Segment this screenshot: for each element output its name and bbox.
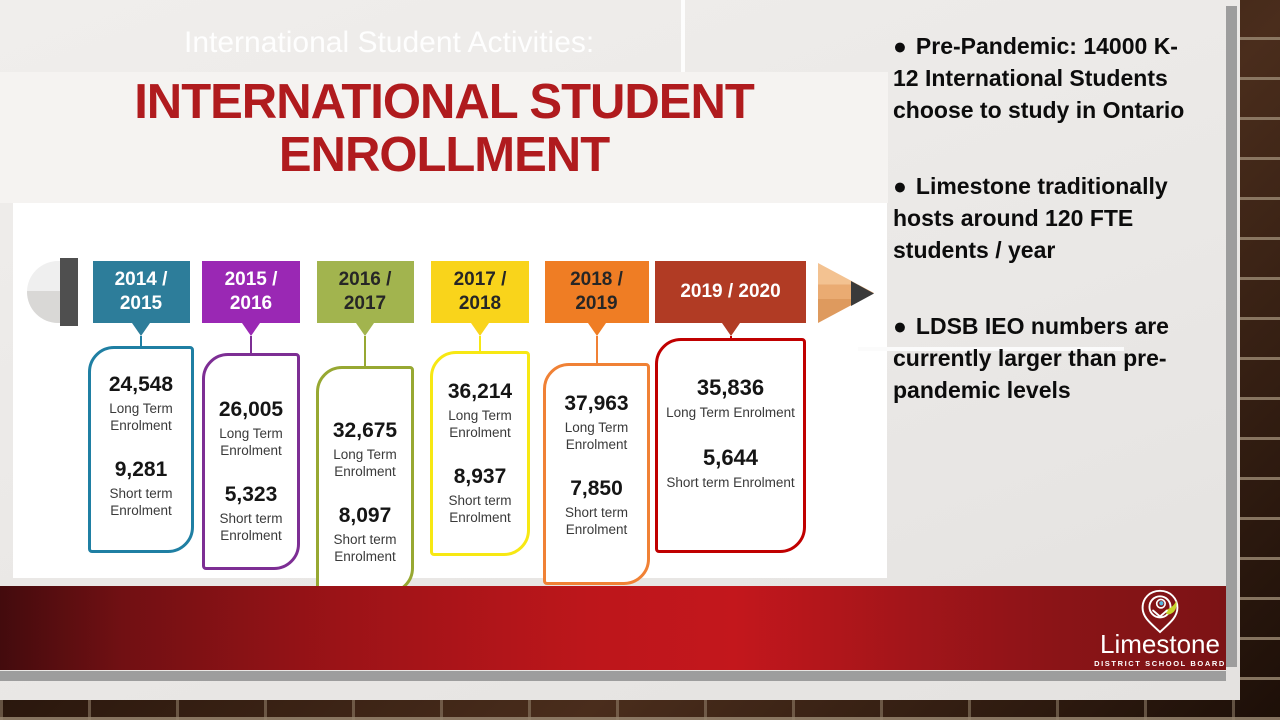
logo-leaf: [1165, 600, 1177, 615]
enrollment-timeline-panel: 2014 / 2015 24,548 Long Term Enrolment 9…: [13, 203, 887, 594]
connector-line: [479, 336, 481, 351]
timeline-column-2019-2020: 2019 / 2020 35,836 Long Term Enrolment 5…: [655, 261, 806, 553]
sidebar-notes: ● Pre-Pandemic: 14000 K-12 International …: [893, 30, 1193, 450]
long-term-label: Long Term Enrolment: [448, 408, 512, 440]
year-label: 2018 / 2019: [570, 269, 623, 314]
note-item: ● Pre-Pandemic: 14000 K-12 International …: [893, 30, 1193, 126]
limestone-pin-icon: [1141, 589, 1179, 634]
long-term-value: 36,214: [447, 380, 513, 403]
logo-dot: [1159, 601, 1164, 606]
long-term-value: 35,836: [696, 375, 765, 400]
enrollment-box: 24,548 Long Term Enrolment 9,281 Short t…: [88, 346, 194, 553]
header-pointer-icon: [132, 323, 150, 336]
slide-shadow-bottom: [0, 671, 1226, 681]
bullet-icon: ●: [893, 313, 907, 339]
short-term-value: 8,937: [453, 465, 507, 488]
timeline-column-2014-2015: 2014 / 2015 24,548 Long Term Enrolment 9…: [88, 261, 194, 553]
enrollment-box: 35,836 Long Term Enrolment 5,644 Short t…: [655, 338, 806, 553]
long-term-value: 26,005: [218, 398, 284, 421]
short-term-value: 5,323: [224, 483, 278, 506]
enrollment-box: 36,214 Long Term Enrolment 8,937 Short t…: [430, 351, 530, 556]
header-pointer-icon: [471, 323, 489, 336]
connector-line: [140, 336, 142, 346]
short-term-label: Short term Enrolment: [666, 475, 795, 490]
title-line-1: INTERNATIONAL STUDENT: [134, 75, 755, 129]
header-pointer-icon: [587, 323, 606, 336]
long-term-label: Long Term Enrolment: [333, 447, 397, 479]
note-text: LDSB IEO numbers are currently larger th…: [893, 313, 1169, 403]
note-text: Pre-Pandemic: 14000 K-12 International S…: [893, 33, 1185, 123]
connector-line: [250, 336, 252, 353]
slide-kicker: International Student Activities:: [184, 26, 595, 59]
long-term-value: 32,675: [332, 419, 398, 442]
header-pointer-icon: [721, 323, 740, 336]
brand-name: Limestone: [1100, 629, 1220, 659]
year-header: 2014 / 2015: [92, 261, 190, 323]
year-label: 2016 / 2017: [338, 269, 392, 314]
note-item: ● Limestone traditionally hosts around 12…: [893, 170, 1193, 266]
timeline-column-2016-2017: 2016 / 2017 32,675 Long Term Enrolment 8…: [316, 261, 414, 594]
page-title: INTERNATIONAL STUDENT ENROLLMENT: [0, 76, 888, 182]
year-header: 2017 / 2018: [431, 261, 529, 323]
short-term-value: 8,097: [338, 504, 392, 527]
year-header: 2015 / 2016: [202, 261, 300, 323]
short-term-label: Short term Enrolment: [564, 505, 629, 537]
short-term-label: Short term Enrolment: [333, 532, 397, 564]
year-header: 2019 / 2020: [655, 261, 806, 323]
long-term-label: Long Term Enrolment: [666, 405, 795, 420]
connector-line: [595, 336, 598, 363]
timeline-column-2017-2018: 2017 / 2018 36,214 Long Term Enrolment 8…: [430, 261, 530, 556]
long-term-value: 24,548: [108, 373, 174, 396]
short-term-label: Short term Enrolment: [109, 486, 173, 518]
timeline-column-2018-2019: 2018 / 2019 37,963 Long Term Enrolment 7…: [543, 261, 650, 585]
enrollment-box: 26,005 Long Term Enrolment 5,323 Short t…: [202, 353, 300, 570]
short-term-value: 5,644: [702, 445, 759, 470]
long-term-label: Long Term Enrolment: [109, 401, 173, 433]
bullet-icon: ●: [893, 173, 907, 199]
year-header: 2016 / 2017: [316, 261, 414, 323]
bullet-icon: ●: [893, 33, 907, 59]
pencil-ferrule-icon: [60, 258, 78, 326]
year-label: 2014 / 2015: [114, 269, 168, 314]
timeline-column-2015-2016: 2015 / 2016 26,005 Long Term Enrolment 5…: [202, 261, 300, 570]
enrollment-box: 32,675 Long Term Enrolment 8,097 Short t…: [316, 366, 414, 594]
connector-line: [364, 336, 366, 366]
long-term-label: Long Term Enrolment: [219, 426, 283, 458]
title-strip: [0, 72, 888, 203]
short-term-value: 9,281: [114, 458, 168, 481]
note-item: ● LDSB IEO numbers are currently larger t…: [893, 310, 1193, 406]
short-term-label: Short term Enrolment: [448, 493, 512, 525]
long-term-label: Long Term Enrolment: [564, 420, 629, 452]
slide-shadow-right: [1226, 6, 1237, 667]
limestone-logo: Limestone DISTRICT SCHOOL BOARD: [1090, 588, 1230, 668]
year-header: 2018 / 2019: [544, 261, 649, 323]
year-label: 2017 / 2018: [453, 269, 507, 314]
year-label: 2015 / 2016: [224, 269, 278, 314]
title-line-2: ENROLLMENT: [278, 128, 610, 182]
note-text: Limestone traditionally hosts around 120…: [893, 173, 1168, 263]
year-label: 2019 / 2020: [680, 281, 781, 302]
short-term-label: Short term Enrolment: [219, 511, 283, 543]
short-term-value: 7,850: [570, 477, 623, 500]
connector-line: [729, 336, 732, 338]
header-pointer-icon: [242, 323, 260, 336]
brand-tagline: DISTRICT SCHOOL BOARD: [1094, 659, 1226, 668]
pencil-tip-point-icon: [851, 281, 874, 306]
header-divider-line: [681, 0, 685, 72]
footer-banner: [0, 586, 1226, 670]
slide: International Student Activities: INTERN…: [0, 0, 1240, 700]
pencil-eraser-icon: [27, 261, 60, 323]
decorative-line: [858, 347, 1124, 351]
long-term-value: 37,963: [564, 392, 629, 415]
enrollment-box: 37,963 Long Term Enrolment 7,850 Short t…: [543, 363, 650, 585]
header-pointer-icon: [356, 323, 374, 336]
